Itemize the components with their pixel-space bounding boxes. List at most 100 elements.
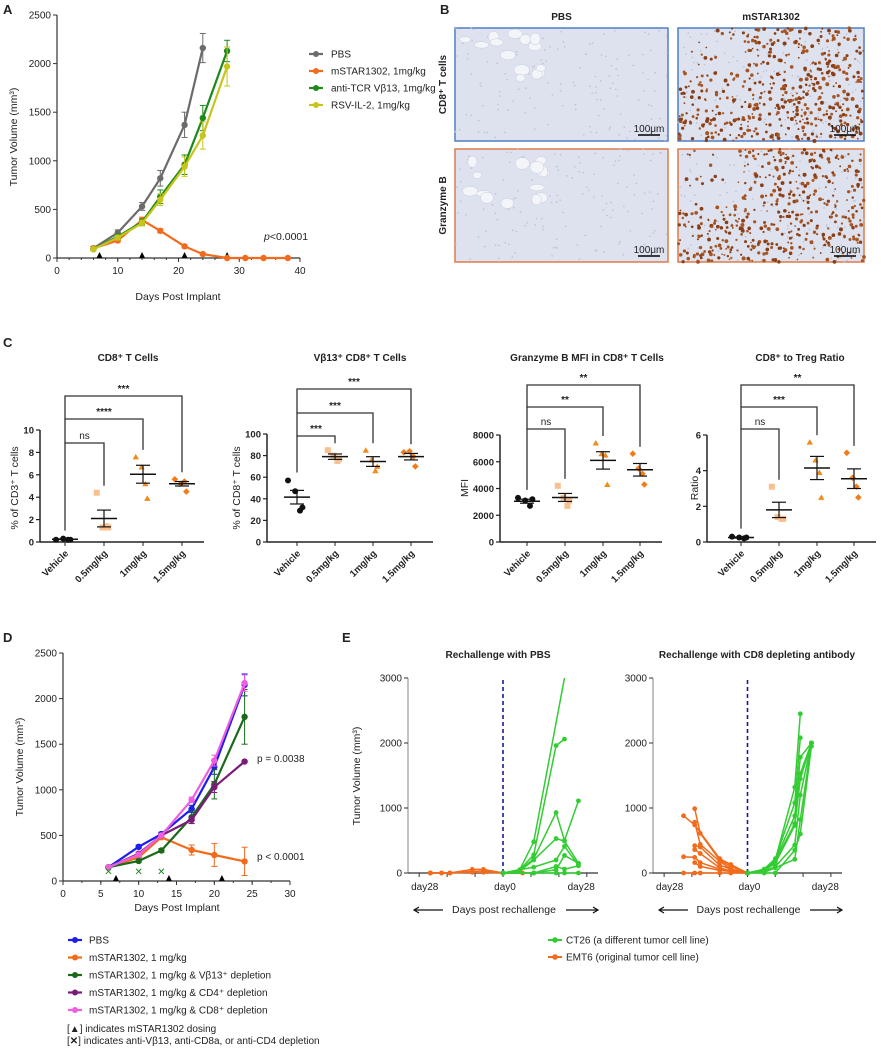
data-point (260, 254, 267, 262)
data-point (157, 175, 164, 182)
y-tick-label: 2500 (29, 11, 52, 22)
data-point (797, 792, 803, 798)
data-point (792, 847, 798, 853)
arrow-left-icon (412, 906, 443, 914)
legend-note: [▲] indicates mSTAR1302 dosing (67, 1024, 216, 1035)
data-point (324, 447, 331, 454)
mstar1302-granzyme-b-image (677, 147, 866, 264)
chart-title: Vβ13⁺ CD8⁺ T Cells (314, 353, 407, 364)
legend-label: mSTAR1302, 1 mg/kg & Vβ13⁺ depletion (89, 971, 271, 982)
legend-item (309, 51, 323, 57)
y-tick-label: 0 (489, 538, 494, 549)
dosing-triangle-icon (139, 252, 146, 258)
significance-bracket (64, 395, 183, 473)
data-point (241, 679, 248, 687)
data-point (241, 713, 248, 721)
data-point (692, 843, 698, 849)
x-tick-label: 15 (171, 889, 183, 900)
series-line (502, 837, 580, 874)
data-point (604, 481, 611, 487)
y-tick-label: 6 (696, 431, 701, 442)
legend-label: mSTAR1302, 1 mg/kg (89, 953, 187, 964)
data-point (797, 711, 803, 717)
panel-label-d: D (3, 630, 12, 645)
data-point (692, 819, 698, 825)
series-line (107, 682, 246, 869)
data-point (843, 449, 851, 457)
data-point (158, 832, 165, 839)
data-point (816, 469, 823, 475)
series-line (93, 218, 288, 260)
y-tick-label: 80 (250, 451, 261, 462)
y-tick-label: 8000 (473, 431, 494, 442)
y-tick-label: 0 (696, 538, 701, 549)
significance-bracket (526, 384, 641, 447)
series-line (92, 47, 204, 250)
data-point (199, 114, 206, 122)
data-point (372, 467, 379, 474)
series-3 (90, 46, 231, 253)
data-point (576, 798, 581, 804)
data-point (806, 439, 813, 445)
data-point (138, 219, 146, 227)
data-point (181, 121, 188, 129)
data-point (818, 494, 825, 500)
data-point (223, 63, 231, 70)
y-tick-label: 1000 (625, 804, 648, 815)
y-tick-label: 10 (23, 426, 34, 437)
y-axis-label: Ratio (689, 476, 701, 501)
data-point (199, 132, 206, 139)
y-tick-label: 6 (29, 470, 34, 481)
y-tick-label: 2000 (473, 511, 494, 522)
y-tick-label: 0 (51, 877, 57, 888)
data-point (697, 864, 703, 869)
data-point (553, 870, 559, 876)
x-tick-label: day0 (739, 882, 761, 893)
series-line (107, 760, 246, 869)
data-point (697, 870, 703, 876)
data-point (242, 254, 249, 262)
data-point (157, 227, 164, 234)
depletion-x-icon: ✕ (104, 867, 112, 878)
x-tick-label: 1mg/kg (792, 548, 823, 579)
legend-label: RSV-IL-2, 1mg/kg (331, 101, 410, 112)
data-point (692, 806, 698, 812)
legend-item (68, 954, 82, 961)
significance-bracket (64, 418, 144, 450)
legend-label: anti-TCR Vβ13, 1mg/kg (331, 84, 436, 95)
x-tick-label: day28 (568, 882, 596, 893)
y-tick-label: 3000 (625, 674, 648, 685)
dosing-triangle-icon (165, 875, 172, 881)
y-tick-label: 1500 (29, 108, 52, 119)
data-point (135, 857, 142, 865)
data-point (158, 847, 165, 854)
data-point (553, 864, 559, 869)
data-point (527, 502, 533, 509)
scale-bar-label: 100μm (830, 124, 861, 135)
ct26-mouse-line (745, 743, 814, 876)
legend-label: PBS (331, 50, 351, 61)
data-point (692, 847, 698, 852)
data-point (780, 515, 787, 522)
data-point (211, 783, 218, 791)
y-axis-label: Tumor Volume (mm³) (8, 88, 20, 187)
series-line (694, 861, 748, 874)
data-point (553, 810, 559, 815)
data-point (797, 735, 803, 741)
data-point (135, 851, 142, 858)
data-point (531, 870, 537, 876)
significance-label: ** (580, 373, 588, 384)
data-point (562, 843, 567, 849)
data-point (135, 843, 142, 850)
y-axis-label: MFI (459, 479, 471, 497)
panel-e-e2 (548, 677, 844, 960)
legend-item (68, 972, 82, 978)
x-tick-label: Vehicle (502, 548, 533, 579)
x-tick-label: 1.5mg/kg (609, 548, 646, 585)
data-point (447, 870, 453, 876)
data-point (728, 870, 734, 876)
ct26-mouse-line (745, 735, 803, 876)
data-point (635, 465, 642, 472)
x-tick-label: 0.5mg/kg (534, 548, 571, 585)
data-point (697, 860, 703, 865)
